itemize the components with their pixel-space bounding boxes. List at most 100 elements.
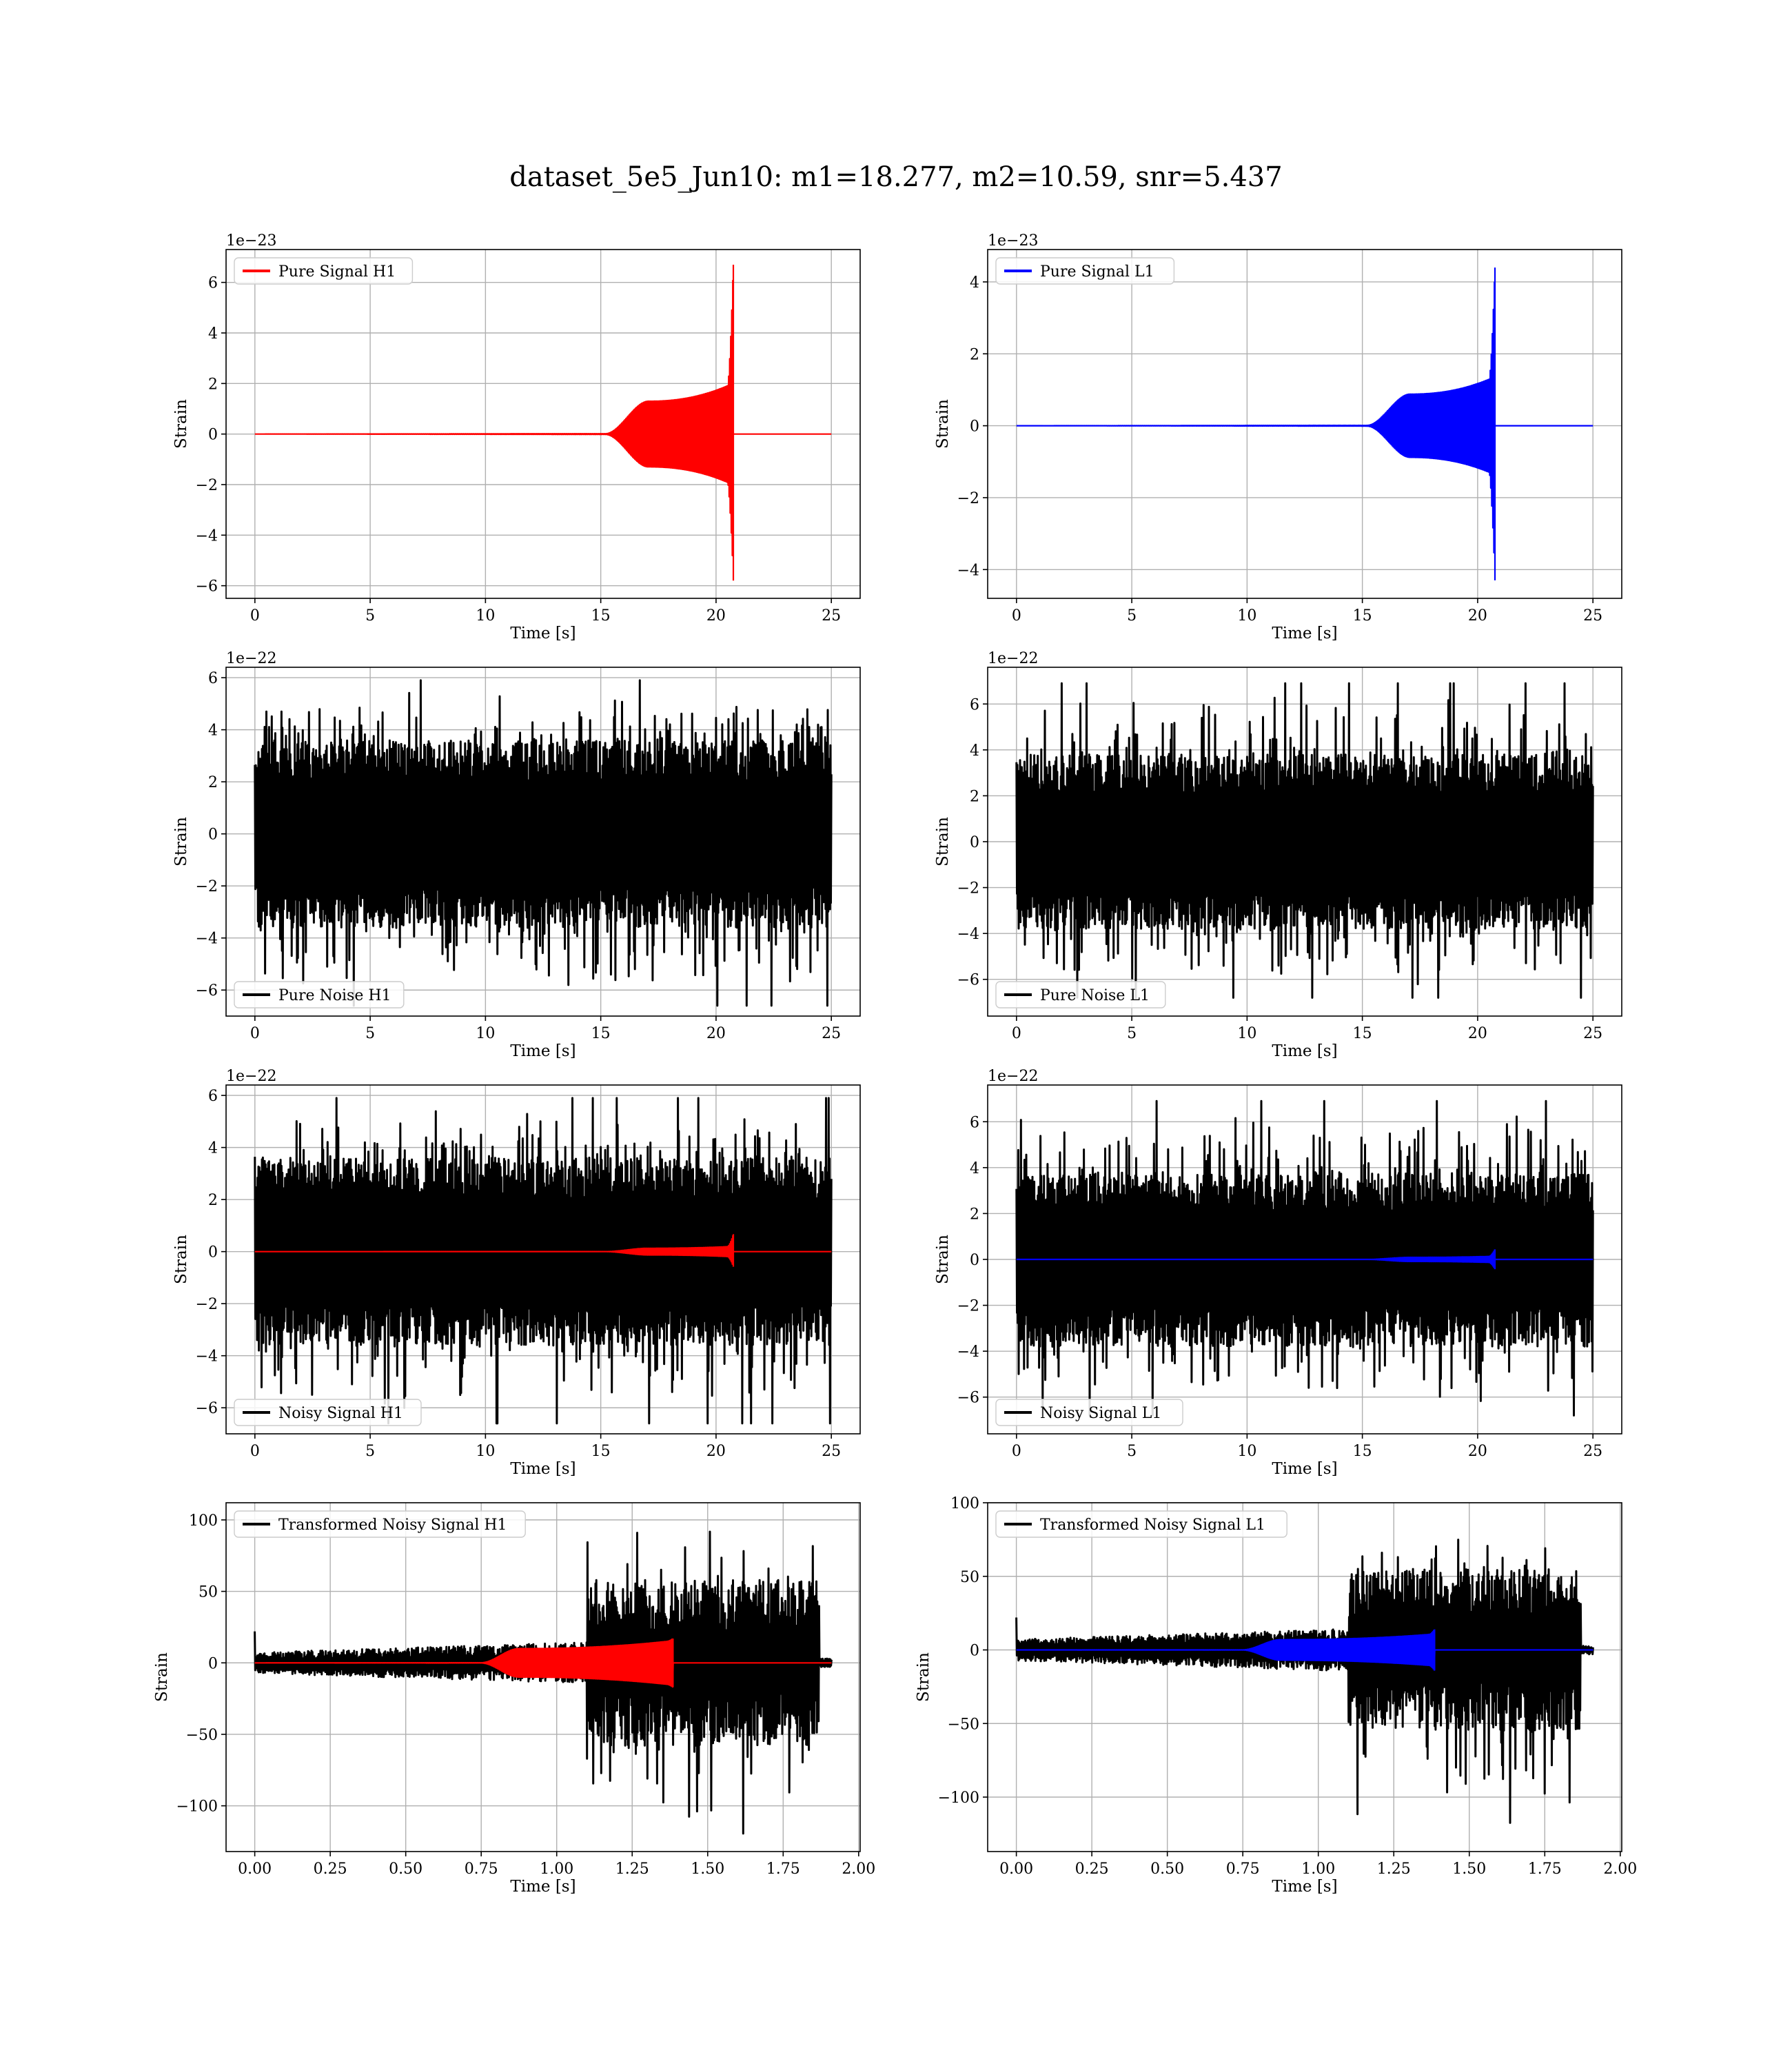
chart-l1-pure: 0 5 10 15 20 25 −4 −2 0 2 4 Time [s] Strain 1e−23Pure… [934,232,1622,642]
chart-l1-noisy-series-0 [1015,1099,1594,1417]
chart-h1-noise-offset-text: 1e−22 [226,650,276,667]
chart-l1-noise-legend-label: Pure Noise L1 [1040,987,1150,1004]
chart-h1-noisy-xtick-label-5: 25 [822,1443,841,1460]
chart-h1-noisy-ytick-label-5: 4 [208,1140,218,1157]
chart-l1-transformed-plot-area [1015,1539,1594,1824]
chart-l1-noise-plot-area [1015,682,1594,999]
chart-h1-pure-xtick-label-5: 25 [822,607,841,625]
chart-h1-noise-ytick-label-5: 4 [208,722,218,740]
chart-h1-transformed-xtick-label-3: 0.75 [465,1861,498,1878]
chart-h1-pure-ytick-label-5: 4 [208,325,218,343]
chart-h1-noise-ylabel: Strain [172,817,190,866]
chart-l1-pure-xtick-label-1: 5 [1127,607,1137,625]
chart-l1-noise-ytick-label-5: 4 [970,742,979,760]
chart-h1-pure-xtick-label-2: 10 [476,607,495,625]
chart-l1-transformed-xtick-label-5: 1.25 [1377,1861,1411,1878]
chart-h1-noise-xtick-label-0: 0 [250,1025,260,1042]
chart-h1-transformed-ytick-label-4: 100 [189,1512,218,1530]
chart-h1-noisy: 0 5 10 15 20 25 −6 −4 −2 0 2 4 6 Time [s] Strain 1e−22 N… [172,1068,861,1478]
chart-h1-noisy-ytick-label-6: 6 [208,1088,218,1105]
chart-h1-transformed-ytick-label-2: 0 [208,1655,218,1672]
chart-l1-noise-series-0 [1015,682,1594,999]
chart-h1-noisy-xtick-label-0: 0 [250,1443,260,1460]
chart-h1-pure-xtick-label-4: 20 [706,607,726,625]
chart-l1-transformed-ytick-label-2: 0 [970,1643,979,1660]
chart-h1-noisy-xtick-label-2: 10 [476,1443,495,1460]
chart-l1-transformed-xtick-label-7: 1.75 [1528,1861,1562,1878]
chart-h1-pure-ytick-label-3: 0 [208,427,218,444]
chart-h1-noise: 0 5 10 15 20 25 −6 −4 −2 0 2 4 6 Time [s] Strain 1e−22 P… [172,650,861,1060]
chart-h1-pure-legend-label: Pure Signal H1 [278,263,396,281]
chart-h1-transformed-series-0 [254,1530,833,1835]
chart-l1-noise-xtick-label-5: 25 [1583,1025,1602,1042]
chart-h1-noisy-xlabel: Time [s] [510,1460,576,1478]
chart-l1-transformed-ylabel: Strain [915,1652,933,1702]
chart-l1-pure-legend: Pure Signal L1 [995,257,1175,285]
chart-h1-noise-xtick-label-1: 5 [365,1025,375,1042]
chart-h1-transformed-xtick-label-0: 0.00 [238,1861,272,1878]
chart-l1-noise-ytick-label-2: −2 [957,880,979,898]
chart-h1-noise-xtick-label-2: 10 [476,1025,495,1042]
chart-l1-noise-xtick-label-0: 0 [1012,1025,1021,1042]
chart-l1-noisy-ytick-label-1: −4 [957,1344,979,1361]
chart-h1-transformed-frame [225,1502,861,1852]
chart-l1-noise-offset-text: 1e−22 [988,650,1038,667]
chart-l1-transformed-xlabel: Time [s] [1272,1878,1337,1896]
chart-l1-transformed-xtick-label-8: 2.00 [1603,1861,1637,1878]
chart-l1-noise-legend-box [995,981,1166,1008]
chart-l1-transformed-series-1 [1016,1629,1594,1671]
chart-l1-noise-ytick-label-4: 2 [970,788,979,805]
chart-h1-transformed-xtick-label-7: 1.75 [766,1861,800,1878]
chart-l1-pure-xtick-label-2: 10 [1237,607,1256,625]
chart-l1-pure-ylabel: Strain [934,399,952,449]
chart-l1-pure-offset-text: 1e−23 [988,232,1038,250]
chart-h1-noise-xtick-label-3: 15 [591,1025,611,1042]
chart-l1-pure-xtick-label-0: 0 [1012,607,1021,625]
chart-h1-transformed: 0.00 0.25 0.50 0.75 1.00 1.25 1.50 1.75 2.00 −100… [153,1502,875,1896]
chart-l1-transformed-ytick-label-3: 50 [960,1569,979,1586]
chart-h1-pure-ytick-label-0: −6 [196,578,218,596]
chart-l1-noisy-ytick-label-6: 6 [970,1114,979,1131]
chart-l1-noisy-xlabel: Time [s] [1272,1460,1337,1478]
chart-h1-noise-xtick-label-4: 20 [706,1025,726,1042]
chart-h1-transformed-xlabel: Time [s] [510,1878,576,1896]
chart-h1-pure-plot-area [254,265,832,581]
chart-l1-transformed-legend-label: Transformed Noisy Signal L1 [1040,1517,1265,1534]
chart-l1-pure-frame [987,249,1622,599]
chart-l1-noise-xtick-label-2: 10 [1237,1025,1256,1042]
chart-h1-noisy-ytick-label-1: −4 [196,1348,218,1366]
chart-l1-noisy-legend-box [995,1399,1183,1426]
chart-l1-noisy-offset-text: 1e−22 [988,1068,1038,1085]
chart-l1-noise-ytick-label-0: −6 [957,972,979,989]
chart-l1-pure-ytick-label-4: 4 [970,274,979,292]
chart-h1-transformed-series-1 [254,1638,832,1688]
chart-h1-pure-offset-text: 1e−23 [226,232,276,250]
chart-l1-pure-ytick-label-1: −2 [957,490,979,507]
chart-l1-noise-xtick-label-4: 20 [1468,1025,1487,1042]
chart-h1-noise-ytick-label-4: 2 [208,774,218,791]
chart-h1-transformed-xtick-label-6: 1.50 [691,1861,724,1878]
chart-h1-noisy-xtick-label-4: 20 [706,1443,726,1460]
chart-l1-noisy-xtick-label-4: 20 [1468,1443,1487,1460]
chart-h1-noisy-ytick-label-4: 2 [208,1192,218,1209]
chart-h1-pure-xtick-label-0: 0 [250,607,260,625]
chart-h1-transformed-xtick-label-2: 0.50 [389,1861,422,1878]
chart-h1-pure-legend: Pure Signal H1 [234,257,414,285]
chart-l1-noisy-legend: Noisy Signal L1 [995,1399,1183,1426]
chart-l1-noisy-legend-label: Noisy Signal L1 [1040,1405,1161,1422]
chart-l1-transformed-xtick-label-0: 0.00 [999,1861,1033,1878]
chart-l1-transformed-xtick-label-3: 0.75 [1226,1861,1260,1878]
chart-l1-pure-series-0 [1016,267,1594,580]
chart-l1-noise-ytick-label-6: 6 [970,696,979,713]
chart-h1-noisy-legend-box [234,1399,422,1426]
chart-l1-noisy-xtick-label-0: 0 [1012,1443,1021,1460]
chart-l1-noise-xtick-label-3: 15 [1353,1025,1372,1042]
chart-l1-transformed-ytick-label-0: −100 [938,1790,979,1807]
chart-h1-noisy-legend: Noisy Signal H1 [234,1399,422,1426]
chart-h1-transformed-legend-label: Transformed Noisy Signal H1 [278,1517,507,1534]
chart-h1-noise-legend-label: Pure Noise H1 [278,987,391,1004]
chart-l1-noisy-ytick-label-5: 4 [970,1160,979,1177]
chart-h1-transformed-ytick-label-0: −100 [176,1798,218,1816]
chart-h1-noise-ytick-label-3: 0 [208,827,218,844]
chart-h1-noise-plot-area [254,679,833,1007]
